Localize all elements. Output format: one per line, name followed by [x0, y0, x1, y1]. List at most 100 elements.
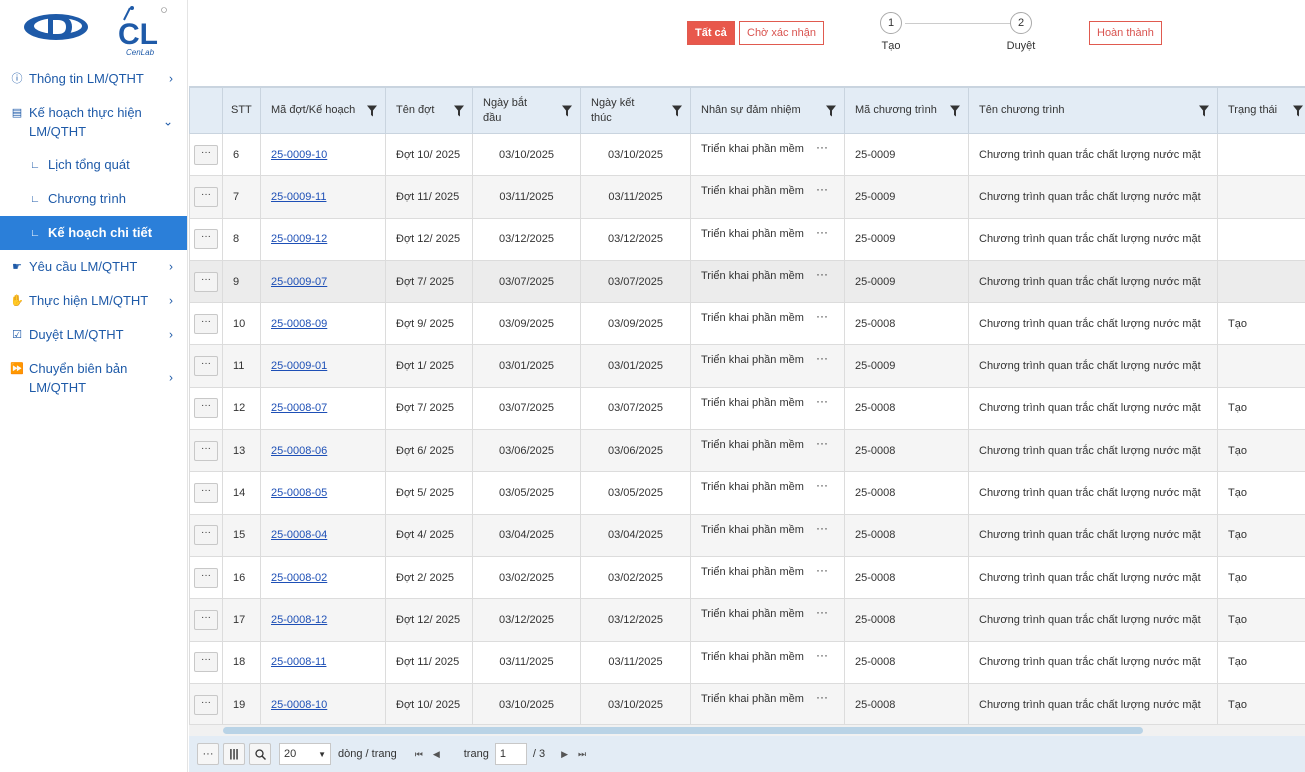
- sidebar-item-execute[interactable]: ✋ Thực hiện LM/QTHT ›: [0, 284, 187, 318]
- row-action-button[interactable]: ···: [194, 356, 218, 377]
- cell-status: [1217, 259, 1305, 304]
- staff-more-icon[interactable]: ···: [816, 647, 828, 662]
- columns-button[interactable]: |||: [223, 743, 245, 765]
- staff-more-icon[interactable]: ···: [816, 224, 828, 239]
- table-row[interactable]: ··· 12 25-0008-07 Đợt 7/ 2025 03/07/2025 03/0…: [189, 386, 1305, 431]
- filter-done-button[interactable]: Hoàn thành: [1089, 21, 1162, 45]
- row-action-button[interactable]: ···: [194, 144, 218, 165]
- plan-code-link[interactable]: 25-0008-10: [271, 698, 328, 711]
- row-action-button[interactable]: ···: [194, 652, 218, 673]
- filter-icon[interactable]: [454, 105, 464, 116]
- plan-code-link[interactable]: 25-0008-06: [271, 444, 328, 457]
- sidebar-item-plan[interactable]: ▤ Kế hoạch thực hiện LM/QTHT ⌄: [0, 96, 187, 148]
- cell-status: Tạo: [1217, 429, 1305, 473]
- staff-more-icon[interactable]: ···: [816, 562, 828, 577]
- staff-more-icon[interactable]: ···: [816, 436, 828, 451]
- column-header-program-code[interactable]: Mã chương trình: [844, 87, 969, 134]
- page-size-select[interactable]: 20 ▼: [279, 743, 331, 765]
- row-action-button[interactable]: ···: [194, 440, 218, 461]
- staff-more-icon[interactable]: ···: [816, 520, 828, 535]
- filter-pending-button[interactable]: Chờ xác nhận: [739, 21, 824, 45]
- table-row[interactable]: ··· 11 25-0009-01 Đợt 1/ 2025 03/01/2025 03/0…: [189, 344, 1305, 388]
- table-row[interactable]: ··· 7 25-0009-11 Đợt 11/ 2025 03/11/2025 03/1…: [189, 175, 1305, 219]
- row-action-button[interactable]: ···: [194, 313, 218, 334]
- staff-more-icon[interactable]: ···: [816, 351, 828, 366]
- plan-code-link[interactable]: 25-0008-09: [271, 317, 328, 330]
- plan-code-link[interactable]: 25-0008-05: [271, 487, 328, 500]
- search-button[interactable]: [249, 743, 271, 765]
- cell-program-name: Chương trình quan trắc chất lượng nước m…: [968, 132, 1218, 177]
- table-row[interactable]: ··· 15 25-0008-04 Đợt 4/ 2025 03/04/2025 03/0…: [189, 513, 1305, 557]
- plan-code-link[interactable]: 25-0008-04: [271, 529, 328, 542]
- staff-more-icon[interactable]: ···: [816, 689, 828, 704]
- scrollbar-thumb[interactable]: [223, 727, 1143, 734]
- last-page-icon[interactable]: ⏭: [577, 748, 587, 759]
- row-action-button[interactable]: ···: [194, 525, 218, 546]
- column-header-name[interactable]: Tên đợt: [385, 87, 473, 134]
- filter-icon[interactable]: [367, 105, 377, 116]
- filter-icon[interactable]: [672, 105, 682, 116]
- pagination-bar: ··· ||| 20 ▼ dòng / trang ⏮ ◀ trang 1 / …: [189, 736, 1305, 772]
- plan-code-link[interactable]: 25-0009-01: [271, 360, 328, 373]
- row-action-button[interactable]: ···: [194, 694, 218, 715]
- filter-icon[interactable]: [1293, 105, 1303, 116]
- row-action-button[interactable]: ···: [194, 398, 218, 419]
- row-action-button[interactable]: ···: [194, 186, 218, 207]
- plan-code-link[interactable]: 25-0009-07: [271, 275, 328, 288]
- filter-icon[interactable]: [1199, 105, 1209, 116]
- plan-code-link[interactable]: 25-0008-02: [271, 571, 328, 584]
- column-header-staff[interactable]: Nhân sự đảm nhiệm: [690, 87, 845, 134]
- column-header-start[interactable]: Ngày bắt đầu: [472, 87, 581, 134]
- more-options-button[interactable]: ···: [197, 743, 219, 765]
- first-page-icon[interactable]: ⏮: [414, 748, 423, 759]
- table-row[interactable]: ··· 8 25-0009-12 Đợt 12/ 2025 03/12/2025 03/1…: [189, 217, 1305, 261]
- staff-more-icon[interactable]: ···: [816, 393, 828, 408]
- sidebar-item-request[interactable]: ☛ Yêu cầu LM/QTHT ›: [0, 250, 187, 284]
- sidebar-item-approve[interactable]: ☑ Duyệt LM/QTHT ›: [0, 318, 187, 352]
- staff-more-icon[interactable]: ···: [816, 478, 828, 493]
- plan-code-link[interactable]: 25-0009-12: [271, 233, 328, 246]
- row-action-button[interactable]: ···: [194, 609, 218, 630]
- table-row[interactable]: ··· 17 25-0008-12 Đợt 12/ 2025 03/12/2025 03/…: [189, 598, 1305, 642]
- staff-more-icon[interactable]: ···: [816, 266, 828, 281]
- sidebar-item-detail-plan[interactable]: ∟ Kế hoạch chi tiết: [0, 216, 187, 250]
- column-header-code[interactable]: Mã đợt/Kế hoạch: [260, 87, 386, 134]
- column-header-program-name[interactable]: Tên chương trình: [968, 87, 1218, 134]
- plan-code-link[interactable]: 25-0009-10: [271, 148, 328, 161]
- plan-code-link[interactable]: 25-0009-11: [271, 190, 327, 203]
- table-row[interactable]: ··· 18 25-0008-11 Đợt 11/ 2025 03/11/2025 03/…: [189, 640, 1305, 684]
- table-row[interactable]: ··· 6 25-0009-10 Đợt 10/ 2025 03/10/2025 03/1…: [189, 132, 1305, 177]
- filter-all-button[interactable]: Tất cả: [687, 21, 735, 45]
- row-action-button[interactable]: ···: [194, 229, 218, 250]
- row-action-button[interactable]: ···: [194, 271, 218, 292]
- row-action-button[interactable]: ···: [194, 567, 218, 588]
- staff-more-icon[interactable]: ···: [816, 309, 828, 324]
- sidebar-item-transfer[interactable]: ⏩ Chuyển biên bản LM/QTHT ›: [0, 352, 187, 404]
- table-row[interactable]: ··· 10 25-0008-09 Đợt 9/ 2025 03/09/2025 03/0…: [189, 302, 1305, 346]
- sidebar-item-general-schedule[interactable]: ∟ Lịch tổng quát: [0, 148, 187, 182]
- column-header-status[interactable]: Trạng thái: [1217, 87, 1305, 134]
- plan-code-link[interactable]: 25-0008-07: [271, 402, 328, 415]
- page-number-input[interactable]: 1: [494, 743, 527, 765]
- next-page-icon[interactable]: ▶: [561, 748, 568, 759]
- staff-more-icon[interactable]: ···: [816, 140, 828, 154]
- prev-page-icon[interactable]: ◀: [432, 748, 440, 759]
- column-header-end[interactable]: Ngày kết thúc: [580, 87, 691, 134]
- filter-icon[interactable]: [950, 105, 960, 116]
- table-row[interactable]: ··· 16 25-0008-02 Đợt 2/ 2025 03/02/2025 03/0…: [189, 555, 1305, 600]
- staff-more-icon[interactable]: ···: [816, 182, 828, 197]
- table-row[interactable]: ··· 14 25-0008-05 Đợt 5/ 2025 03/05/2025 03/0…: [189, 471, 1305, 515]
- sidebar-item-program[interactable]: ∟ Chương trình: [0, 182, 187, 216]
- filter-icon[interactable]: [562, 105, 572, 116]
- table-row[interactable]: ··· 9 25-0009-07 Đợt 7/ 2025 03/07/2025 03/07…: [189, 259, 1305, 304]
- sidebar-item-info[interactable]: ⓘ Thông tin LM/QTHT ›: [0, 62, 187, 96]
- plan-code-link[interactable]: 25-0008-11: [271, 656, 327, 669]
- table-row[interactable]: ··· 19 25-0008-10 Đợt 10/ 2025 03/10/2025 03/…: [189, 682, 1305, 727]
- horizontal-scrollbar[interactable]: [189, 724, 1305, 736]
- filter-icon[interactable]: [826, 105, 836, 116]
- row-action-cell: ···: [189, 682, 223, 727]
- plan-code-link[interactable]: 25-0008-12: [271, 613, 328, 626]
- table-row[interactable]: ··· 13 25-0008-06 Đợt 6/ 2025 03/06/2025 03/0…: [189, 429, 1305, 473]
- staff-more-icon[interactable]: ···: [816, 605, 828, 620]
- row-action-button[interactable]: ···: [194, 483, 218, 504]
